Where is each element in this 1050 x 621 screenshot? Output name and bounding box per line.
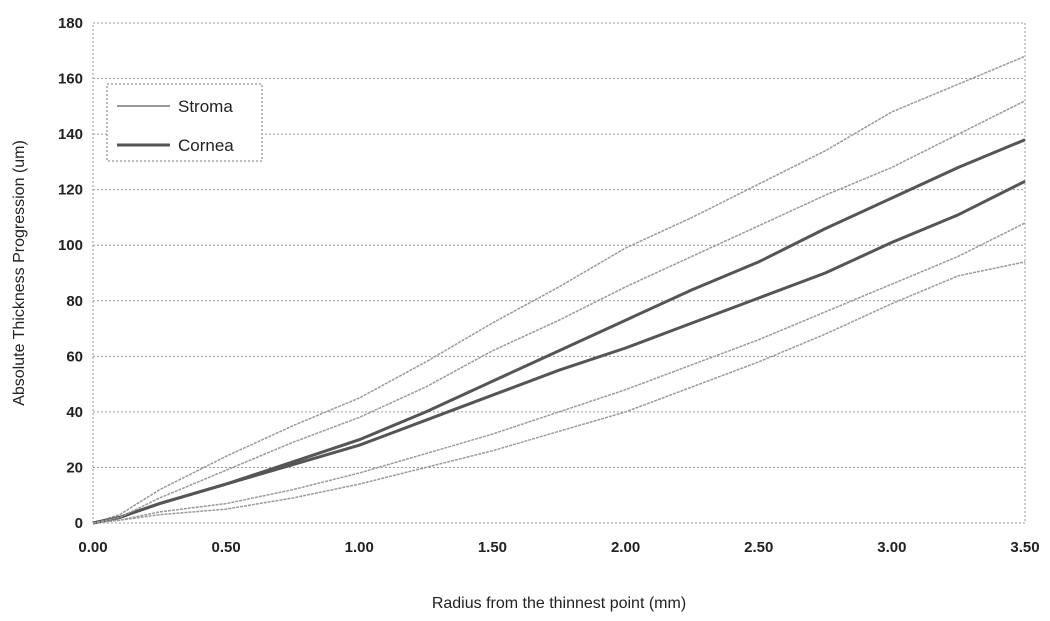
x-tick-label: 1.00 xyxy=(345,539,374,556)
series-line-cornea-upper xyxy=(92,55,1026,524)
x-tick-label: 2.00 xyxy=(611,539,640,556)
y-tick-label: 160 xyxy=(58,71,83,88)
plot-area xyxy=(92,22,1026,524)
series-line-cornea-mean xyxy=(92,138,1026,525)
legend-box xyxy=(106,83,263,162)
x-tick-label: 0.50 xyxy=(212,539,241,556)
x-tick-label: 1.50 xyxy=(478,539,507,556)
y-axis-ticks: 0 20 40 60 80 100 120 140 160 180 xyxy=(58,15,83,532)
y-tick-label: 40 xyxy=(66,404,83,421)
y-tick-label: 60 xyxy=(66,348,83,365)
x-tick-label: 3.00 xyxy=(877,539,906,556)
legend-label-stroma: Stroma xyxy=(178,97,233,116)
y-tick-label: 100 xyxy=(58,237,83,254)
series-layer xyxy=(92,55,1026,525)
series-line-stroma-lower xyxy=(92,261,1026,524)
x-tick-label: 2.50 xyxy=(744,539,773,556)
y-tick-label: 80 xyxy=(66,293,83,310)
y-axis-label: Absolute Thickness Progression (um) xyxy=(11,140,28,406)
legend: Stroma Cornea xyxy=(106,83,263,162)
x-axis-label: Radius from the thinnest point (mm) xyxy=(432,595,686,612)
y-tick-label: 180 xyxy=(58,15,83,32)
y-tick-label: 140 xyxy=(58,126,83,143)
y-tick-label: 120 xyxy=(58,182,83,199)
x-axis-ticks: 0.00 0.50 1.00 1.50 2.00 2.50 3.00 3.50 xyxy=(78,539,1039,556)
series-line-stroma-mean xyxy=(92,179,1026,525)
x-tick-label: 0.00 xyxy=(78,539,107,556)
x-tick-label: 3.50 xyxy=(1010,539,1039,556)
y-tick-label: 20 xyxy=(66,459,83,476)
legend-label-cornea: Cornea xyxy=(178,136,234,155)
series-line-cornea-lower xyxy=(92,222,1026,524)
series-line-stroma-upper xyxy=(92,100,1026,524)
y-tick-label: 0 xyxy=(75,515,83,532)
